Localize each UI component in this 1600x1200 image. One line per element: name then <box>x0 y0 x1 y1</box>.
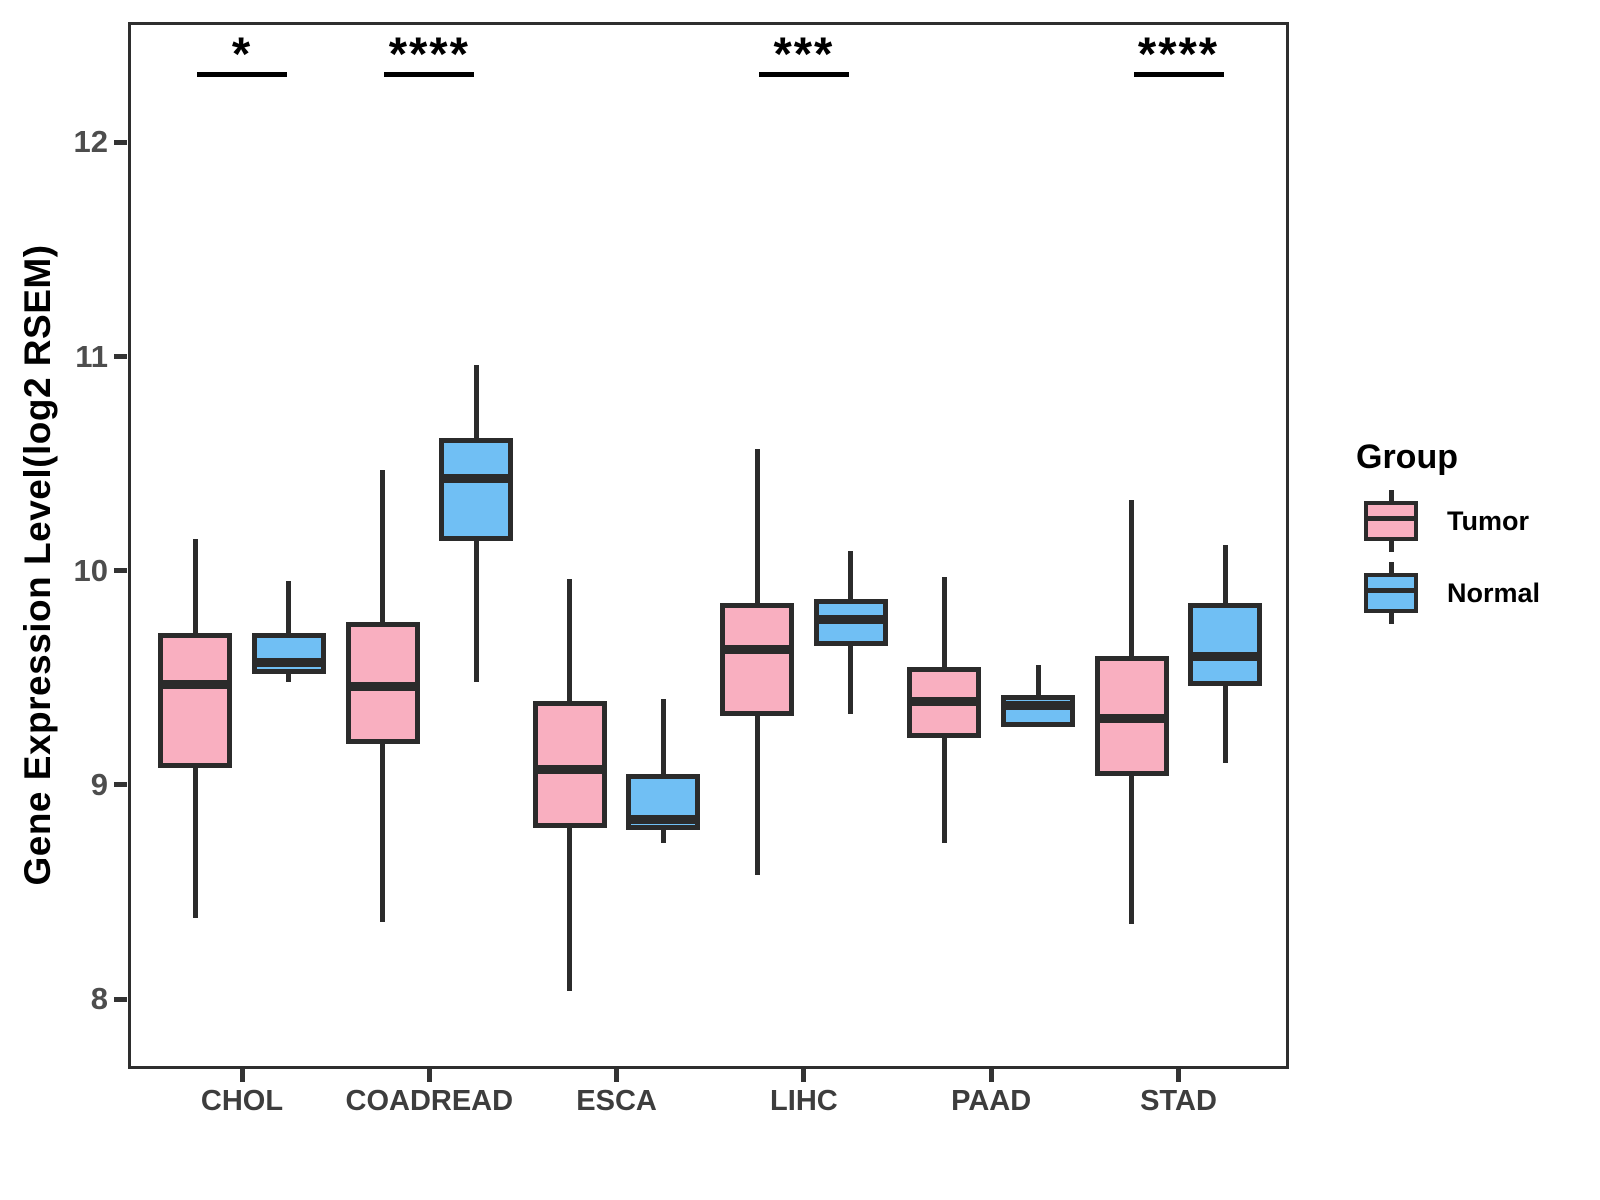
y-tick-mark <box>114 996 127 1002</box>
y-tick-mark <box>114 354 127 359</box>
upper-whisker-tumor-COADREAD <box>380 470 385 623</box>
box-normal-COADREAD <box>439 437 514 541</box>
box-tumor-LIHC <box>720 602 795 717</box>
significance-stars-LIHC: *** <box>773 27 835 80</box>
box-tumor-CHOL <box>158 632 233 768</box>
median-tumor-ESCA <box>537 765 602 775</box>
y-tick-mark <box>114 568 127 574</box>
plot-panel <box>128 22 1289 1069</box>
lower-whisker-normal-CHOL <box>286 673 292 683</box>
x-tick-mark <box>1176 1069 1181 1082</box>
y-tick-mark <box>114 782 127 788</box>
median-normal-PAAD <box>1006 701 1070 711</box>
legend-title: Group <box>1356 438 1458 476</box>
significance-bar-CHOL <box>197 72 287 77</box>
box-normal-PAAD <box>1001 694 1075 728</box>
upper-whisker-normal-LIHC <box>848 551 854 599</box>
significance-bar-LIHC <box>758 72 849 77</box>
y-tick-label: 11 <box>75 338 108 374</box>
x-category-label: LIHC <box>770 1085 838 1117</box>
upper-whisker-normal-CHOL <box>286 581 292 633</box>
lower-whisker-normal-COADREAD <box>473 540 479 683</box>
upper-whisker-normal-ESCA <box>660 699 666 775</box>
y-tick-label: 8 <box>90 981 108 1017</box>
significance-bar-STAD <box>1133 72 1224 77</box>
upper-whisker-tumor-ESCA <box>567 579 573 702</box>
legend: Group Tumor Normal <box>1330 438 1600 668</box>
significance-stars-CHOL: * <box>231 27 253 80</box>
lower-whisker-tumor-ESCA <box>567 827 573 991</box>
x-category-label: STAD <box>1140 1085 1217 1117</box>
lower-whisker-tumor-LIHC <box>754 716 760 875</box>
legend-label-tumor: Tumor <box>1447 506 1529 536</box>
upper-whisker-normal-PAAD <box>1035 664 1041 695</box>
legend-key-normal-boxplot-icon <box>1364 562 1418 624</box>
x-tick-mark <box>614 1069 620 1082</box>
upper-whisker-tumor-LIHC <box>754 448 760 603</box>
legend-key-tumor-boxplot-icon <box>1364 490 1418 552</box>
x-category-label: ESCA <box>576 1085 657 1117</box>
y-tick-label: 10 <box>73 552 108 588</box>
y-tick-label: 9 <box>90 766 108 802</box>
lower-whisker-normal-ESCA <box>660 829 666 843</box>
upper-whisker-tumor-CHOL <box>192 538 198 633</box>
median-normal-CHOL <box>256 658 321 668</box>
x-category-label: COADREAD <box>345 1085 514 1117</box>
median-tumor-COADREAD <box>350 681 415 691</box>
significance-bar-COADREAD <box>384 72 475 77</box>
lower-whisker-tumor-PAAD <box>941 737 947 843</box>
upper-whisker-tumor-STAD <box>1129 500 1135 657</box>
significance-stars-COADREAD: **** <box>388 27 470 80</box>
lower-whisker-tumor-COADREAD <box>380 744 385 922</box>
x-tick-mark <box>426 1069 432 1082</box>
median-normal-STAD <box>1193 651 1258 661</box>
y-tick-label: 12 <box>73 124 108 160</box>
median-tumor-CHOL <box>163 679 228 689</box>
median-normal-LIHC <box>818 615 883 625</box>
x-category-label: CHOL <box>200 1085 284 1117</box>
upper-whisker-normal-STAD <box>1222 544 1228 603</box>
upper-whisker-normal-COADREAD <box>473 365 479 438</box>
x-tick-mark <box>801 1069 807 1082</box>
significance-stars-STAD: **** <box>1137 27 1220 80</box>
lower-whisker-tumor-CHOL <box>192 767 198 918</box>
box-normal-CHOL <box>251 632 326 674</box>
lower-whisker-normal-LIHC <box>848 645 854 715</box>
x-tick-mark <box>239 1069 245 1082</box>
x-tick-mark <box>988 1069 994 1082</box>
median-normal-ESCA <box>631 814 696 824</box>
lower-whisker-tumor-STAD <box>1129 776 1135 925</box>
upper-whisker-tumor-PAAD <box>941 577 947 668</box>
median-normal-COADREAD <box>444 474 509 484</box>
lower-whisker-normal-STAD <box>1222 686 1228 764</box>
box-normal-STAD <box>1188 602 1263 687</box>
median-tumor-STAD <box>1099 713 1164 723</box>
legend-label-normal: Normal <box>1447 578 1541 608</box>
box-tumor-ESCA <box>532 701 607 828</box>
x-category-label: PAAD <box>951 1085 1032 1117</box>
y-tick-mark <box>114 139 127 145</box>
median-tumor-PAAD <box>912 696 977 706</box>
median-tumor-LIHC <box>725 645 790 655</box>
